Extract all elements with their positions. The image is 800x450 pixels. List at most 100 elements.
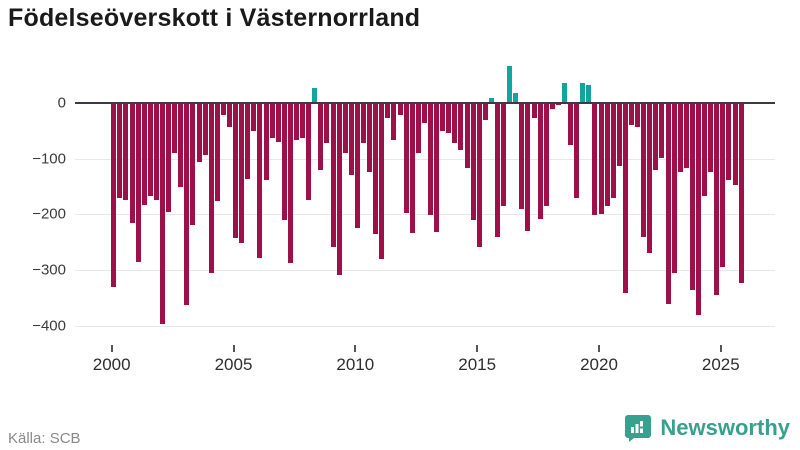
bar-2021-Q1 <box>622 102 628 294</box>
bar-2010-Q4 <box>373 102 379 234</box>
bar-2018-Q2 <box>555 102 561 105</box>
bar-2025-Q3 <box>732 102 738 185</box>
bar-2024-Q3 <box>708 102 714 172</box>
bar-2014-Q3 <box>464 102 470 169</box>
bar-2003-Q1 <box>184 102 190 305</box>
bar-2010-Q2 <box>360 102 366 144</box>
bar-2012-Q4 <box>421 102 427 124</box>
bar-2013-Q1 <box>427 102 433 215</box>
bar-2005-Q2 <box>239 102 245 244</box>
bar-2006-Q4 <box>275 102 281 142</box>
x-axis-label: 2010 <box>336 355 375 374</box>
bar-2024-Q1 <box>695 102 701 315</box>
bar-2011-Q1 <box>379 102 385 259</box>
bar-2003-Q4 <box>202 102 208 155</box>
bar-2010-Q3 <box>367 102 373 173</box>
bar-2013-Q2 <box>434 102 440 232</box>
bar-2008-Q1 <box>306 102 312 200</box>
x-tick-2020 <box>598 345 600 352</box>
bar-2012-Q3 <box>415 102 421 154</box>
bar-2022-Q3 <box>659 102 665 159</box>
x-axis-label: 2020 <box>580 355 618 374</box>
bar-2010-Q1 <box>354 102 360 229</box>
bar-2018-Q4 <box>568 102 574 146</box>
bar-2012-Q2 <box>409 102 415 234</box>
brand-name: Newsworthy <box>660 415 790 440</box>
bar-2013-Q4 <box>446 102 452 133</box>
x-tick-2010 <box>354 345 357 352</box>
bar-2007-Q2 <box>287 102 293 264</box>
gridline--100 <box>75 158 775 160</box>
bar-2009-Q1 <box>330 102 336 247</box>
bar-2011-Q2 <box>385 102 391 119</box>
bar-2013-Q3 <box>440 102 446 131</box>
bar-2020-Q1 <box>598 102 604 215</box>
source-note: Källa: SCB <box>8 430 81 447</box>
gridline--200 <box>75 214 775 216</box>
bar-2001-Q3 <box>147 102 153 196</box>
bar-2023-Q1 <box>671 102 677 273</box>
bar-2019-Q3 <box>586 84 592 103</box>
bar-2022-Q4 <box>665 102 671 304</box>
bar-2023-Q2 <box>677 102 683 172</box>
bar-2006-Q2 <box>263 102 269 181</box>
brand-logo: Newsworthy <box>624 414 790 442</box>
bar-2001-Q2 <box>141 102 147 205</box>
bar-2025-Q2 <box>726 102 732 181</box>
bar-2000-Q4 <box>129 102 135 223</box>
y-axis-label: −300 <box>32 261 66 279</box>
bar-2016-Q3 <box>513 93 519 103</box>
chart-title: Födelseöverskott i Västernorrland <box>8 4 421 32</box>
bar-2002-Q2 <box>166 102 172 213</box>
bar-2023-Q3 <box>683 102 689 169</box>
bar-2008-Q2 <box>312 88 318 103</box>
x-axis-label: 2015 <box>458 355 497 374</box>
bar-2006-Q1 <box>257 102 263 259</box>
x-tick-2015 <box>476 345 479 352</box>
x-tick-2005 <box>232 345 235 352</box>
bar-2005-Q1 <box>233 102 239 239</box>
bar-2019-Q1 <box>574 102 580 199</box>
bar-2002-Q3 <box>172 102 178 154</box>
x-tick-2025 <box>719 345 722 352</box>
gridline--400 <box>75 325 775 327</box>
gridline--300 <box>75 270 775 272</box>
bar-2022-Q1 <box>647 102 653 254</box>
bar-2008-Q3 <box>318 102 324 171</box>
bar-2007-Q4 <box>300 102 306 139</box>
x-axis-label: 2005 <box>214 355 253 374</box>
bar-2018-Q3 <box>561 83 567 103</box>
bar-2004-Q2 <box>214 102 220 202</box>
newsworthy-speech-bubble-bar-chart-icon <box>624 414 652 442</box>
bar-2017-Q1 <box>525 102 531 231</box>
bar-2003-Q2 <box>190 102 196 225</box>
bar-2020-Q2 <box>604 102 610 207</box>
bar-2002-Q1 <box>159 102 165 325</box>
y-axis-label: −100 <box>32 150 66 167</box>
bar-2021-Q2 <box>628 102 634 125</box>
bar-2009-Q3 <box>342 102 348 154</box>
bar-2016-Q1 <box>501 102 507 207</box>
bar-2001-Q1 <box>135 102 141 262</box>
bar-2003-Q3 <box>196 102 202 162</box>
bar-2001-Q4 <box>153 102 159 200</box>
bar-2017-Q4 <box>543 102 549 207</box>
bar-2020-Q4 <box>616 102 622 166</box>
bar-2014-Q1 <box>452 102 458 143</box>
bar-2015-Q1 <box>476 102 482 247</box>
bar-2000-Q1 <box>111 102 117 287</box>
bar-2015-Q4 <box>494 102 500 237</box>
bar-2012-Q1 <box>403 102 409 214</box>
bar-2004-Q3 <box>220 102 226 116</box>
bar-2000-Q2 <box>117 102 123 198</box>
bar-2024-Q2 <box>702 102 708 197</box>
bar-2019-Q4 <box>592 102 598 216</box>
bar-2022-Q2 <box>653 102 659 171</box>
bar-2019-Q2 <box>580 82 586 103</box>
bar-2007-Q1 <box>281 102 287 220</box>
bar-2004-Q1 <box>208 102 214 274</box>
bar-2004-Q4 <box>226 102 232 127</box>
bar-2025-Q1 <box>720 102 726 267</box>
bar-2009-Q4 <box>348 102 354 176</box>
x-axis-label: 2025 <box>701 355 740 374</box>
